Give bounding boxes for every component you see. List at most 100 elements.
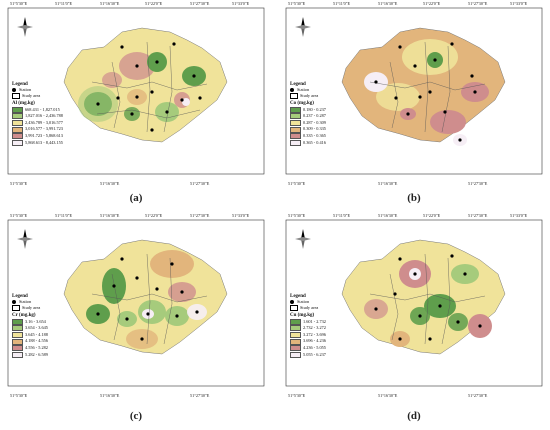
map-svg-b	[285, 7, 543, 175]
map-panel-a: Legend Station Study area Al (mg.kg) 668…	[2, 2, 270, 180]
coord-top: 51°5'30"E	[288, 213, 306, 218]
legend-d: Legend Station Study area Cu (mg.kg) 1.6…	[290, 294, 388, 358]
map-svg-c	[7, 219, 265, 387]
coord-top: 51°27'30"E	[190, 1, 210, 6]
legend-title: Legend	[12, 82, 28, 87]
class-label: 3,016.577 - 3,991.723	[25, 126, 63, 132]
coord-top: 51°22'0"E	[145, 1, 163, 6]
north-arrow-icon	[295, 229, 311, 249]
class-label: 4.556 - 5.282	[25, 345, 48, 351]
coord-top: 51°33'0"E	[510, 1, 528, 6]
study-area-symbol	[290, 93, 298, 99]
map-svg-d	[285, 219, 543, 387]
caption-a: (a)	[129, 192, 143, 204]
study-area-label: Study area	[22, 92, 41, 98]
coord-top: 51°27'30"E	[468, 213, 488, 218]
coord-top: 51°33'0"E	[232, 213, 250, 218]
variable-title: Cr (mg.kg)	[12, 312, 36, 318]
class-label: 0.335 - 0.365	[303, 133, 326, 139]
caption-d: (d)	[407, 410, 421, 422]
class-label: 4.188 - 4.556	[25, 338, 48, 344]
study-area-label: Study area	[22, 304, 41, 310]
class-label: 5.055 - 6.237	[303, 351, 326, 357]
map-panel-c: Legend Station Study area Cr (mg.kg) 3.1…	[2, 214, 270, 392]
coord-top: 51°11'0"E	[333, 213, 351, 218]
coord-top: 51°33'0"E	[510, 213, 528, 218]
legend-title: Legend	[290, 294, 306, 299]
station-symbol	[290, 300, 294, 305]
coord-top: 51°16'30"E	[378, 213, 398, 218]
class-label: 668.431 - 1,827.015	[25, 106, 60, 112]
class-label: 4.236 - 5.055	[303, 345, 326, 351]
caption-c: (c)	[129, 410, 143, 422]
coord-bottom: 51°16'30"E	[378, 393, 398, 398]
legend-a: Legend Station Study area Al (mg.kg) 668…	[12, 82, 110, 146]
station-label: Station	[297, 87, 310, 92]
study-area-label: Study area	[300, 92, 319, 98]
legend-b: Legend Station Study area Co (mg.kg) 0.1…	[290, 82, 388, 146]
coord-bottom: 51°5'30"E	[288, 393, 306, 398]
coord-top: 51°16'30"E	[100, 213, 120, 218]
north-arrow-icon	[17, 229, 33, 249]
coord-bottom: 51°27'30"E	[468, 181, 488, 186]
coord-top: 51°27'30"E	[190, 213, 210, 218]
station-symbol	[12, 88, 16, 93]
class-label: 3.272 - 3.696	[303, 331, 326, 337]
legend-c: Legend Station Study area Cr (mg.kg) 3.1…	[12, 294, 110, 358]
map-svg-a	[7, 7, 265, 175]
class-label: 2.732 - 3.272	[303, 325, 326, 331]
coord-top: 51°16'30"E	[100, 1, 120, 6]
station-symbol	[290, 88, 294, 93]
study-area-symbol	[12, 93, 20, 99]
coord-bottom: 51°27'30"E	[468, 393, 488, 398]
variable-title: Cu (mg.kg)	[290, 312, 315, 318]
class-label: 2,436.789 - 3,016.577	[25, 119, 63, 125]
class-label: 5,868.613 - 8,443.155	[25, 139, 63, 145]
coord-bottom: 51°5'30"E	[288, 181, 306, 186]
coord-bottom: 51°16'30"E	[100, 181, 120, 186]
variable-title: Al (mg.kg)	[12, 100, 35, 106]
study-area-label: Study area	[300, 304, 319, 310]
station-label: Station	[19, 87, 32, 92]
class-label: 3.654 - 3.645	[25, 325, 48, 331]
class-label: 5.282 - 6.589	[25, 351, 48, 357]
station-symbol	[12, 300, 16, 305]
class-label: 0.287 - 0.309	[303, 119, 326, 125]
coord-top: 51°27'30"E	[468, 1, 488, 6]
caption-b: (b)	[407, 192, 421, 204]
study-area-symbol	[12, 305, 20, 311]
coord-bottom: 51°5'30"E	[10, 181, 28, 186]
class-label: 1,827.016 - 2,436.788	[25, 113, 63, 119]
coord-bottom: 51°16'30"E	[378, 181, 398, 186]
legend-title: Legend	[290, 82, 306, 87]
coord-top: 51°5'30"E	[10, 213, 28, 218]
class-label: 0.237 - 0.287	[303, 113, 326, 119]
coord-top: 51°33'0"E	[232, 1, 250, 6]
coord-top: 51°5'30"E	[10, 1, 28, 6]
coord-bottom: 51°5'30"E	[10, 393, 28, 398]
coord-top: 51°22'0"E	[145, 213, 163, 218]
north-arrow-icon	[17, 17, 33, 37]
class-label: 3.696 - 4.236	[303, 338, 326, 344]
station-label: Station	[297, 299, 310, 304]
station-label: Station	[19, 299, 32, 304]
coord-top: 51°22'0"E	[423, 213, 441, 218]
class-label: 0.365 - 0.416	[303, 139, 326, 145]
coord-bottom: 51°16'30"E	[100, 393, 120, 398]
coord-top: 51°11'0"E	[55, 1, 73, 6]
class-label: 3,991.723 - 5,868.613	[25, 133, 63, 139]
coord-top: 51°11'0"E	[55, 213, 73, 218]
coord-top: 51°16'30"E	[378, 1, 398, 6]
class-label: 0.309 - 0.335	[303, 126, 326, 132]
legend-title: Legend	[12, 294, 28, 299]
coord-top: 51°5'30"E	[288, 1, 306, 6]
coord-top: 51°22'0"E	[423, 1, 441, 6]
class-label: 3.645 - 4.188	[25, 331, 48, 337]
class-label: 0.180 - 0.237	[303, 106, 326, 112]
variable-title: Co (mg.kg)	[290, 100, 314, 106]
study-area-symbol	[290, 305, 298, 311]
coord-top: 51°11'0"E	[333, 1, 351, 6]
map-panel-b: Legend Station Study area Co (mg.kg) 0.1…	[280, 2, 548, 180]
coord-bottom: 51°27'30"E	[190, 393, 210, 398]
coord-bottom: 51°27'30"E	[190, 181, 210, 186]
